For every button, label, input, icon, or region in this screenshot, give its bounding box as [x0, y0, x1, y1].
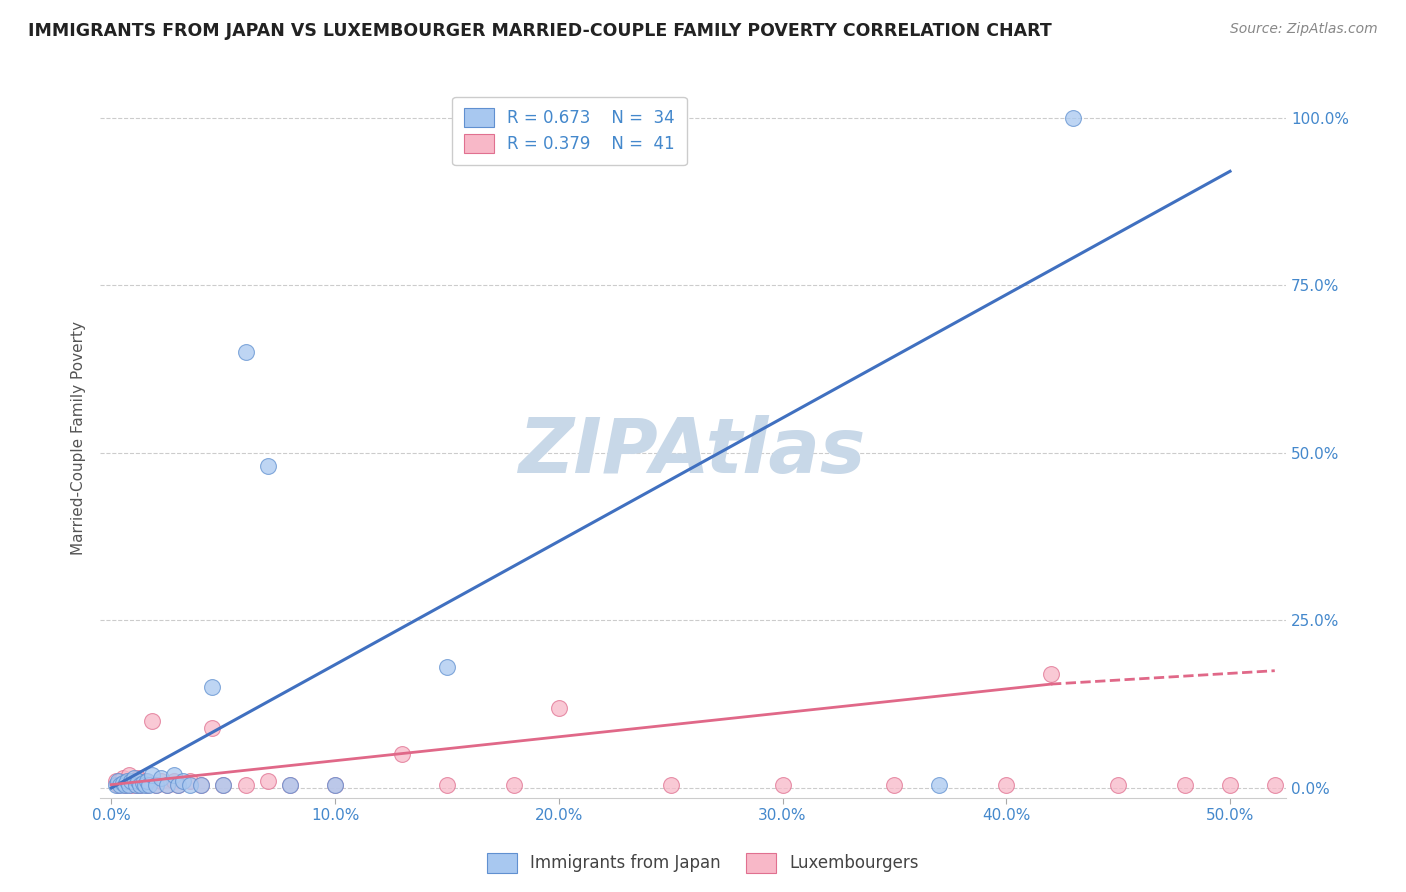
Point — [110, 778, 132, 792]
Point — [391, 747, 413, 762]
Point — [323, 778, 346, 792]
Point — [127, 774, 149, 789]
Point — [136, 774, 159, 789]
Point — [156, 778, 179, 792]
Y-axis label: Married-Couple Family Poverty: Married-Couple Family Poverty — [72, 321, 86, 555]
Point — [104, 774, 127, 789]
Point — [167, 778, 190, 792]
Text: ZIPAtlas: ZIPAtlas — [519, 415, 866, 489]
Point — [118, 767, 141, 781]
Point — [115, 774, 138, 789]
Point — [149, 771, 172, 785]
Point — [111, 775, 134, 789]
Point — [436, 660, 458, 674]
Point — [278, 778, 301, 792]
Point — [1219, 778, 1241, 792]
Point — [212, 778, 235, 792]
Point — [257, 774, 280, 789]
Legend: R = 0.673    N =  34, R = 0.379    N =  41: R = 0.673 N = 34, R = 0.379 N = 41 — [453, 96, 686, 165]
Point — [167, 778, 190, 792]
Point — [118, 778, 141, 792]
Legend: Immigrants from Japan, Luxembourgers: Immigrants from Japan, Luxembourgers — [481, 847, 925, 880]
Point — [145, 778, 167, 792]
Point — [122, 774, 145, 789]
Point — [107, 778, 129, 792]
Point — [1107, 778, 1129, 792]
Point — [1040, 667, 1063, 681]
Point — [136, 778, 159, 792]
Point — [138, 778, 160, 792]
Point — [156, 778, 179, 792]
Point — [141, 714, 163, 728]
Point — [278, 778, 301, 792]
Point — [120, 778, 142, 792]
Point — [131, 775, 153, 789]
Point — [114, 778, 136, 792]
Point — [1062, 111, 1084, 125]
Point — [235, 345, 257, 359]
Point — [129, 778, 152, 792]
Point — [201, 681, 224, 695]
Point — [120, 774, 142, 789]
Point — [323, 778, 346, 792]
Point — [928, 778, 950, 792]
Point — [212, 778, 235, 792]
Point — [201, 721, 224, 735]
Point — [145, 778, 167, 792]
Point — [129, 778, 152, 792]
Point — [190, 778, 212, 792]
Point — [125, 778, 148, 792]
Point — [111, 771, 134, 785]
Point — [995, 778, 1018, 792]
Point — [547, 700, 569, 714]
Point — [257, 459, 280, 474]
Point — [883, 778, 905, 792]
Point — [163, 774, 186, 789]
Point — [179, 778, 201, 792]
Point — [107, 774, 129, 789]
Point — [1264, 778, 1286, 792]
Point — [134, 778, 156, 792]
Text: Source: ZipAtlas.com: Source: ZipAtlas.com — [1230, 22, 1378, 37]
Point — [163, 767, 186, 781]
Point — [141, 767, 163, 781]
Point — [127, 771, 149, 785]
Point — [436, 778, 458, 792]
Point — [110, 774, 132, 789]
Point — [104, 778, 127, 792]
Point — [190, 778, 212, 792]
Point — [1174, 778, 1197, 792]
Point — [122, 771, 145, 785]
Point — [659, 778, 682, 792]
Point — [179, 774, 201, 789]
Text: IMMIGRANTS FROM JAPAN VS LUXEMBOURGER MARRIED-COUPLE FAMILY POVERTY CORRELATION : IMMIGRANTS FROM JAPAN VS LUXEMBOURGER MA… — [28, 22, 1052, 40]
Point — [235, 778, 257, 792]
Point — [125, 778, 148, 792]
Point — [134, 774, 156, 789]
Point — [172, 774, 194, 789]
Point — [149, 774, 172, 789]
Point — [772, 778, 794, 792]
Point — [114, 778, 136, 792]
Point — [115, 774, 138, 789]
Point — [503, 778, 526, 792]
